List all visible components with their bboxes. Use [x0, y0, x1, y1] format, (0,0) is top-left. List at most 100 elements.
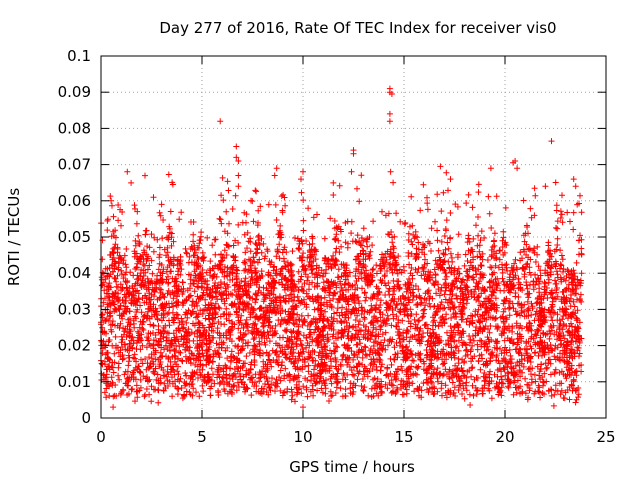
data-point: [432, 271, 439, 278]
data-point: [449, 371, 456, 377]
data-point: [495, 391, 502, 398]
data-point: [221, 310, 228, 317]
data-point: [468, 373, 475, 380]
data-point: [169, 393, 176, 400]
data-point: [278, 265, 285, 272]
data-point: [416, 317, 423, 324]
data-point: [425, 389, 432, 396]
data-point: [473, 324, 480, 330]
data-point: [438, 238, 445, 245]
data-point: [204, 284, 211, 291]
data-point: [318, 267, 325, 274]
data-point: [545, 239, 552, 246]
data-point: [189, 351, 196, 358]
data-point: [438, 208, 445, 215]
data-point: [399, 391, 406, 398]
data-point: [384, 365, 391, 372]
data-point: [299, 357, 306, 363]
data-point: [429, 349, 436, 356]
data-point: [465, 232, 472, 239]
data-point: [269, 375, 275, 382]
data-point: [355, 253, 362, 260]
data-point: [493, 338, 500, 345]
data-point: [573, 368, 580, 374]
data-point: [537, 272, 544, 279]
data-point: [278, 234, 285, 241]
data-point: [155, 387, 162, 394]
data-point: [245, 339, 252, 346]
data-point: [136, 363, 142, 370]
data-point: [527, 359, 534, 365]
data-point: [455, 347, 462, 354]
data-point: [374, 290, 381, 297]
data-point: [402, 295, 409, 302]
data-point: [283, 326, 290, 333]
data-point: [410, 292, 417, 299]
data-point: [346, 354, 353, 361]
data-point: [339, 292, 346, 298]
data-point: [464, 368, 471, 375]
data-point: [497, 287, 504, 294]
data-point: [328, 265, 335, 272]
data-point: [261, 316, 268, 323]
data-point: [454, 254, 461, 261]
data-point: [131, 202, 138, 209]
data-point: [455, 231, 462, 238]
data-point: [146, 296, 153, 303]
data-point: [388, 229, 395, 235]
data-point: [162, 385, 169, 391]
data-point: [235, 325, 242, 332]
data-point: [113, 342, 119, 349]
data-point: [164, 311, 171, 317]
data-point: [527, 256, 534, 263]
data-point: [193, 314, 199, 321]
data-point: [211, 305, 218, 312]
data-point: [186, 355, 193, 361]
data-point: [433, 261, 440, 268]
data-point: [252, 343, 259, 350]
data-point: [272, 349, 279, 356]
data-point: [144, 374, 150, 380]
data-point: [104, 273, 111, 280]
data-point: [249, 270, 256, 277]
data-point: [480, 324, 487, 331]
data-point: [105, 286, 112, 293]
data-point: [545, 387, 552, 394]
data-point: [292, 363, 298, 370]
data-point: [298, 342, 305, 349]
data-point: [370, 266, 377, 272]
data-point: [151, 289, 158, 295]
data-point: [444, 239, 451, 246]
data-point: [163, 252, 170, 259]
data-point: [170, 303, 177, 310]
data-point: [448, 286, 455, 293]
data-point: [176, 216, 183, 223]
data-point: [477, 366, 484, 373]
data-point: [396, 286, 402, 293]
data-point: [125, 352, 132, 359]
data-point: [501, 366, 508, 373]
data-point: [520, 363, 527, 370]
data-point: [232, 192, 239, 199]
data-point: [446, 375, 453, 382]
data-point: [576, 295, 583, 302]
data-point: [482, 309, 489, 316]
data-point: [343, 306, 350, 312]
data-point: [204, 291, 211, 298]
data-point: [463, 374, 470, 381]
data-point: [305, 362, 312, 369]
data-point: [247, 366, 254, 373]
data-point: [339, 327, 346, 334]
data-point: [112, 305, 119, 312]
data-point: [186, 253, 193, 260]
data-point: [484, 374, 490, 381]
data-point: [98, 276, 105, 283]
data-point: [245, 327, 252, 334]
data-point: [171, 352, 178, 359]
data-point: [449, 291, 456, 298]
data-point: [266, 385, 273, 391]
data-point: [528, 379, 535, 386]
data-point: [382, 381, 389, 388]
data-point: [256, 256, 263, 263]
data-point: [251, 351, 258, 358]
